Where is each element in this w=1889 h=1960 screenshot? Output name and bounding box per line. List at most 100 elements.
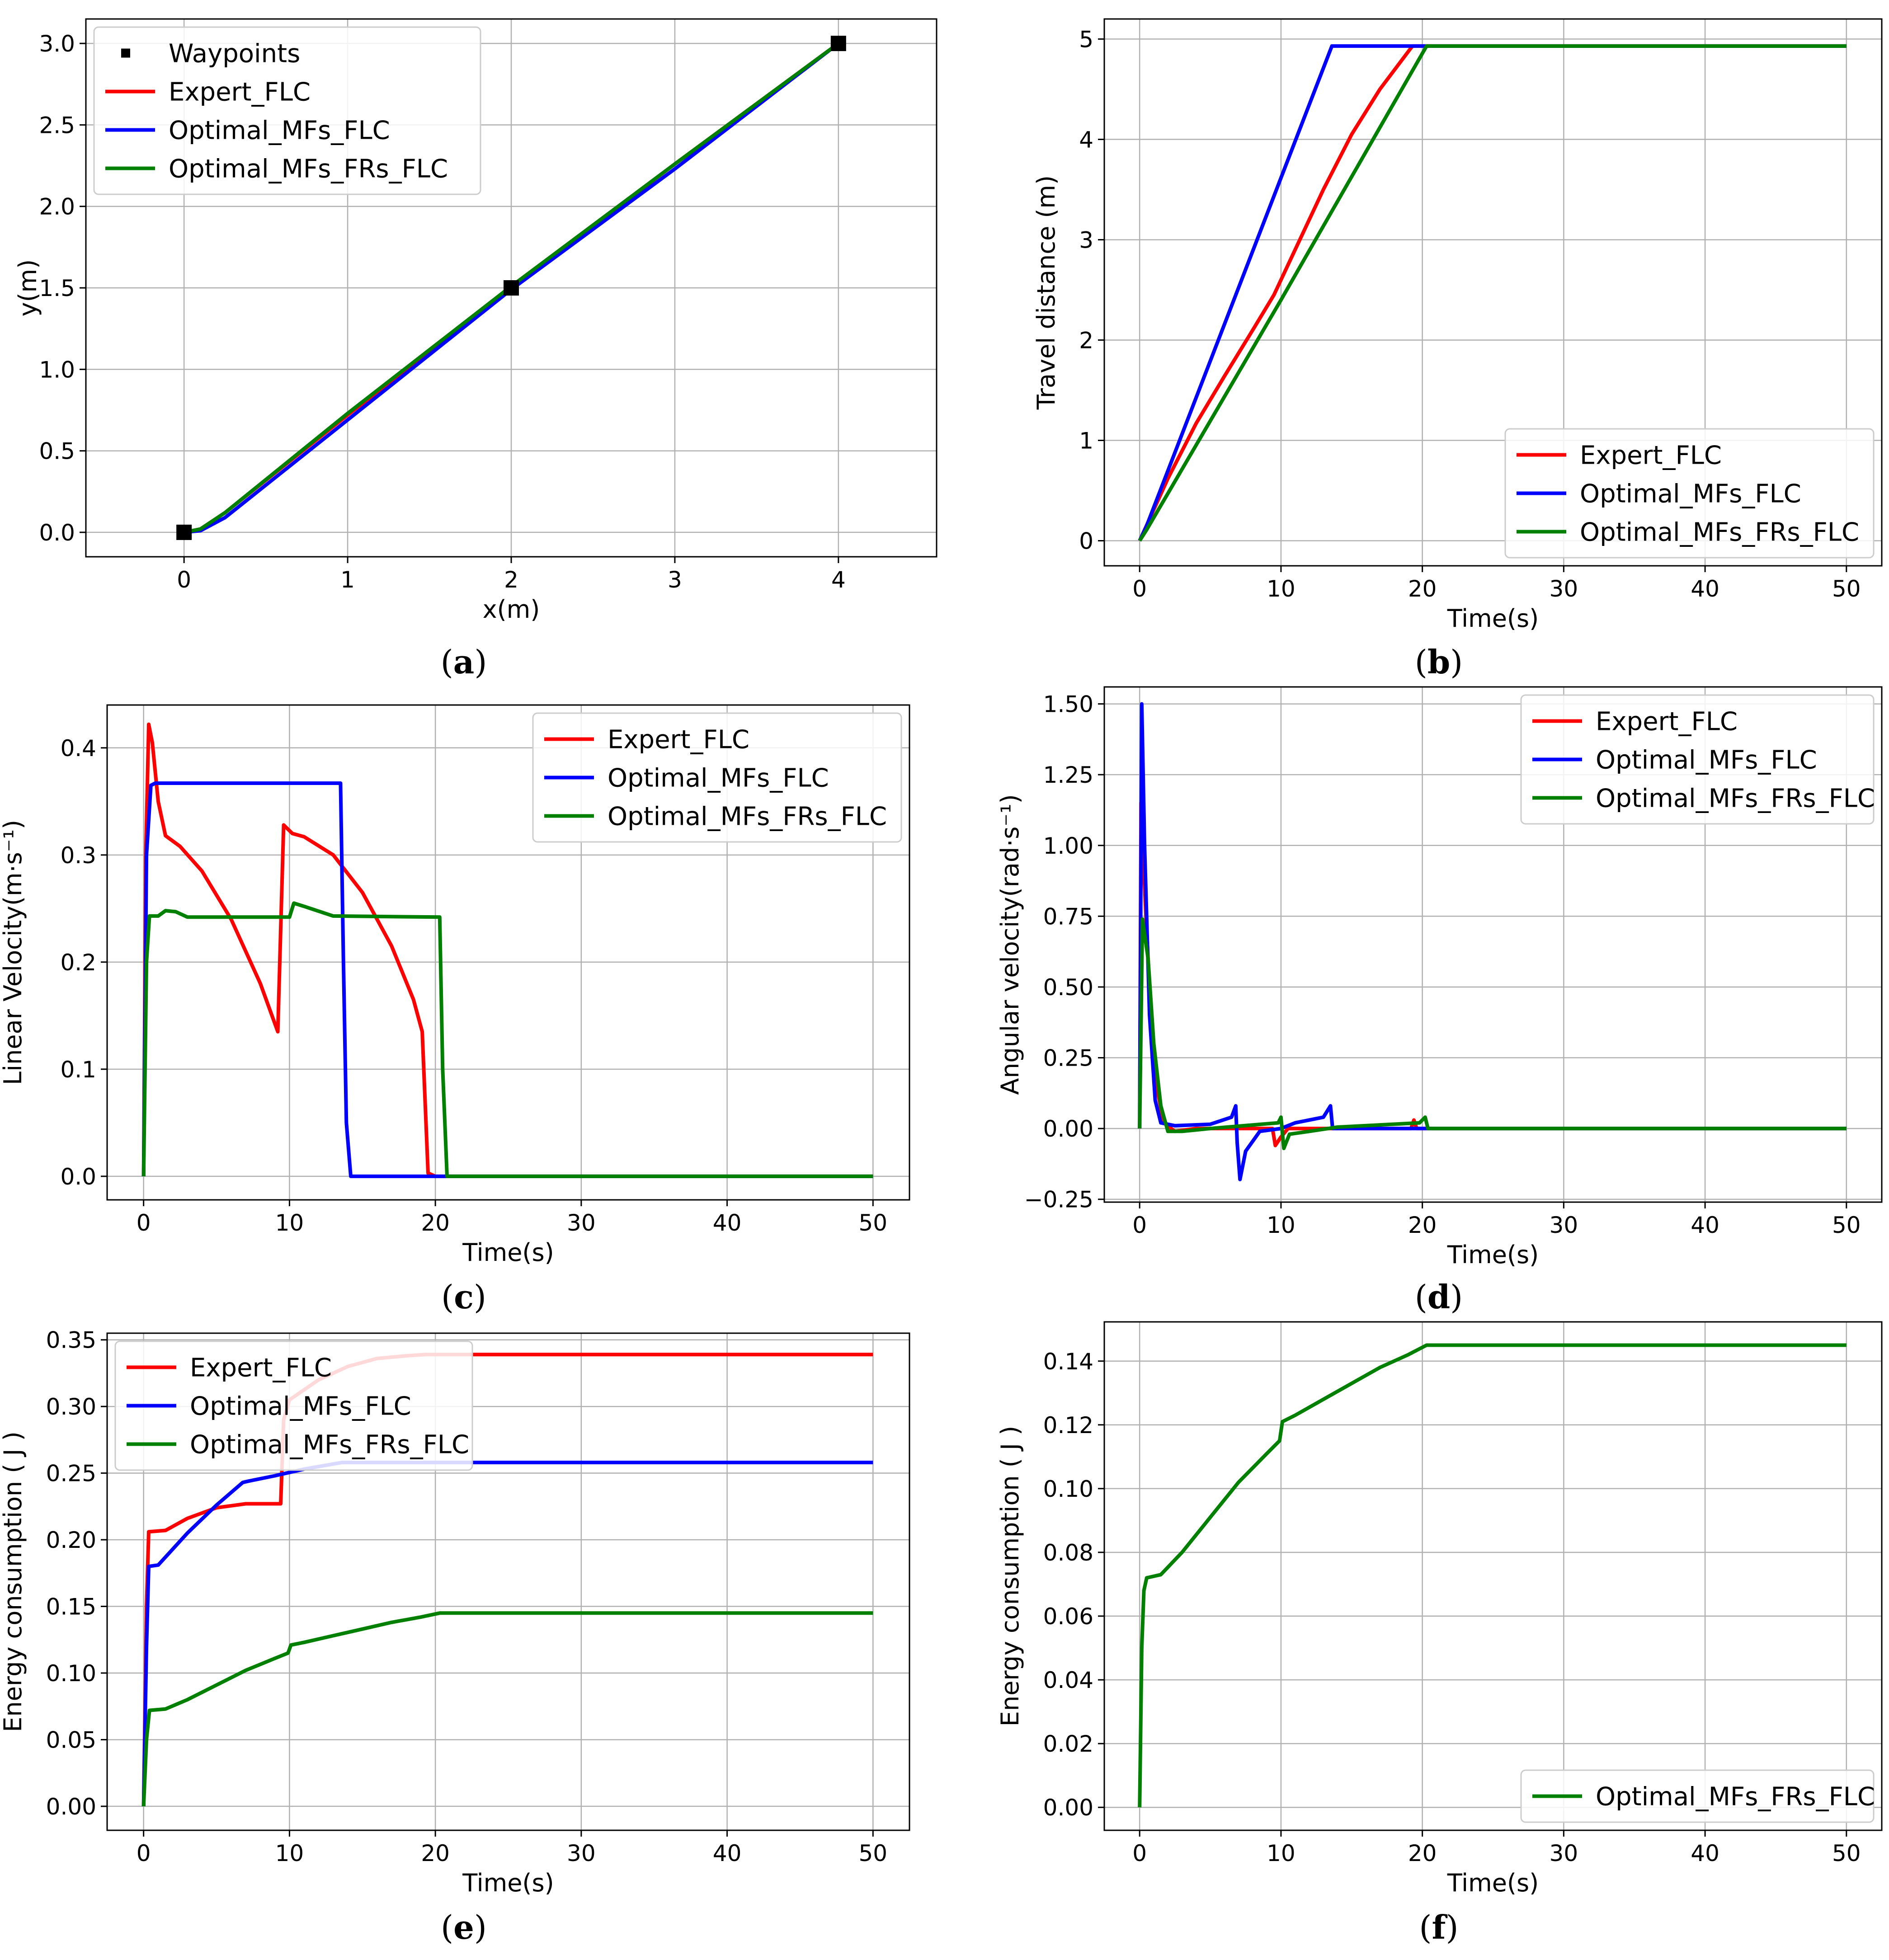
x-tick-label: 40 — [713, 1210, 742, 1236]
y-tick-label: 0.00 — [46, 1794, 96, 1820]
legend-box — [114, 1340, 473, 1471]
x-tick-label: 0 — [137, 1840, 151, 1866]
y-tick-label: 0.50 — [1043, 974, 1093, 1001]
x-tick-label: 0 — [137, 1210, 151, 1236]
plot-area — [141, 722, 873, 1178]
y-tick-label: 0.10 — [46, 1660, 96, 1687]
series-line-optimal-mfs-flc — [1138, 702, 1847, 1181]
axes-frame — [106, 1332, 910, 1831]
plot-area — [1138, 1343, 1847, 1808]
x-tick-label: 50 — [1832, 1212, 1861, 1238]
chart-panel-a: 0 1 2 3 4 0.0 0.5 1.0 1.5 2.0 2.5 3.0 x(m) y(m) Waypoi… — [14, 18, 937, 681]
series-line-optimal-mfs-flc — [141, 781, 873, 1178]
x-tick-label: 30 — [567, 1210, 596, 1236]
legend-entry: Expert_FLC — [190, 1354, 332, 1383]
y-tick-label: 0.00 — [1043, 1795, 1093, 1821]
y-axis-label: Linear Velocity(m·s⁻¹) — [0, 820, 27, 1085]
y-tick-label: 0.02 — [1043, 1731, 1093, 1757]
legend-box — [1520, 694, 1875, 825]
x-tick-label: 50 — [859, 1210, 888, 1236]
y-tick-label: 3.0 — [39, 31, 75, 57]
y-tick-label: 1.0 — [39, 357, 75, 383]
y-tick-label: 0.30 — [46, 1394, 96, 1420]
chart-panel-f: 0 10 20 30 40 50 0.00 0.02 0.04 0.06 0.08 0.10 0.12 0… — [996, 1321, 1883, 1946]
x-tick-label: 30 — [1550, 576, 1578, 602]
panel-caption: (d) — [1415, 1278, 1463, 1316]
y-axis-label: Energy consumption ( J ) — [996, 1426, 1024, 1726]
x-tick-label: 0 — [1132, 1212, 1147, 1238]
chart-panel-b: 0 10 20 30 40 50 0 1 2 3 4 5 Time(s) Travel distance … — [1032, 18, 1883, 681]
y-tick-label: 0.20 — [46, 1527, 96, 1553]
x-tick-label: 10 — [275, 1210, 304, 1236]
y-tick-label: −0.25 — [1024, 1187, 1093, 1213]
series-line-expert-flc — [141, 722, 873, 1178]
series-line-optimal-mfs-frs-flc — [1138, 917, 1847, 1150]
y-tick-label: 1 — [1079, 428, 1093, 454]
legend-box — [1504, 428, 1875, 559]
axes-frame — [1103, 18, 1883, 567]
y-axis-label: y(m) — [14, 259, 42, 317]
axes-frame — [1103, 1321, 1883, 1831]
y-tick-label: 0.14 — [1043, 1349, 1093, 1375]
legend: Expert_FLC Optimal_MFs_FLC Optimal_MFs_FRs… — [532, 712, 902, 843]
x-tick-label: 0 — [1132, 1840, 1147, 1866]
legend-entry: Expert_FLC — [1596, 707, 1738, 737]
x-tick-label: 40 — [1691, 1212, 1719, 1238]
x-tick-label: 2 — [504, 567, 518, 593]
chart-panel-d: 0 10 20 30 40 50 −0.25 0.00 0.25 0.50 0.75 1.00 1.25… — [996, 686, 1883, 1316]
x-axis-label: Time(s) — [1447, 604, 1539, 633]
x-tick-label: 1 — [340, 567, 355, 593]
y-tick-label: 0.08 — [1043, 1540, 1093, 1566]
y-tick-label: 0.0 — [39, 520, 75, 546]
x-axis-label: x(m) — [483, 595, 540, 624]
x-tick-label: 0 — [177, 567, 191, 593]
axes-frame — [106, 704, 910, 1201]
x-tick-label: 10 — [275, 1840, 304, 1866]
x-tick-label: 20 — [1408, 1840, 1437, 1866]
plot-area — [1138, 702, 1847, 1181]
x-tick-label: 20 — [1408, 1212, 1437, 1238]
y-tick-label: 1.50 — [1043, 691, 1093, 718]
x-tick-label: 50 — [859, 1840, 888, 1866]
x-tick-label: 40 — [713, 1840, 742, 1866]
legend-box — [1520, 1769, 1875, 1823]
y-tick-label: 2.0 — [39, 194, 75, 220]
y-tick-label: 0.0 — [60, 1164, 96, 1190]
legend-marker-waypoints — [121, 48, 130, 58]
y-tick-label: 3 — [1079, 227, 1093, 253]
x-tick-label: 20 — [421, 1210, 450, 1236]
legend-entry: Optimal_MFs_FRs_FLC — [1596, 1782, 1875, 1812]
x-axis-label: Time(s) — [462, 1238, 554, 1267]
legend: Expert_FLC Optimal_MFs_FLC Optimal_MFs_FRs… — [1520, 694, 1875, 825]
legend-entry: Optimal_MFs_FRs_FLC — [1596, 784, 1875, 813]
series-line-optimal-mfs-frs-flc — [141, 1611, 873, 1807]
plot-area — [1138, 44, 1847, 542]
y-axis-label: Travel distance (m) — [1032, 175, 1060, 410]
x-tick-label: 40 — [1691, 1840, 1719, 1866]
y-tick-label: 1.25 — [1043, 762, 1093, 788]
y-tick-label: 0.15 — [46, 1594, 96, 1620]
y-tick-label: 0.05 — [46, 1727, 96, 1753]
y-tick-label: 0.5 — [39, 438, 75, 465]
legend: Expert_FLC Optimal_MFs_FLC Optimal_MFs_FRs… — [1504, 428, 1875, 559]
legend-entry: Optimal_MFs_FLC — [169, 116, 390, 146]
legend: Expert_FLC Optimal_MFs_FLC Optimal_MFs_FRs… — [114, 1340, 473, 1471]
x-tick-label: 40 — [1691, 576, 1719, 602]
y-tick-label: 0.3 — [60, 842, 96, 869]
y-tick-label: 5 — [1079, 26, 1093, 52]
plot-area — [184, 42, 840, 534]
waypoint-marker — [504, 280, 519, 296]
y-tick-label: 0.04 — [1043, 1667, 1093, 1693]
x-tick-label: 10 — [1267, 1212, 1295, 1238]
series-line-expert-flc — [1138, 44, 1847, 542]
series-line-optimal-mfs-frs-flc — [1138, 1343, 1847, 1808]
legend-entry: Optimal_MFs_FLC — [190, 1392, 411, 1421]
x-tick-label: 50 — [1832, 1840, 1861, 1866]
x-tick-label: 0 — [1132, 576, 1147, 602]
waypoint-marker — [176, 524, 192, 540]
y-tick-label: 0.06 — [1043, 1603, 1093, 1630]
panel-caption: (a) — [441, 643, 487, 681]
legend-entry: Waypoints — [169, 39, 300, 69]
chart-panel-e: 0 10 20 30 40 50 0.00 0.05 0.10 0.15 0.20 0.25 0.30 0… — [0, 1327, 910, 1946]
